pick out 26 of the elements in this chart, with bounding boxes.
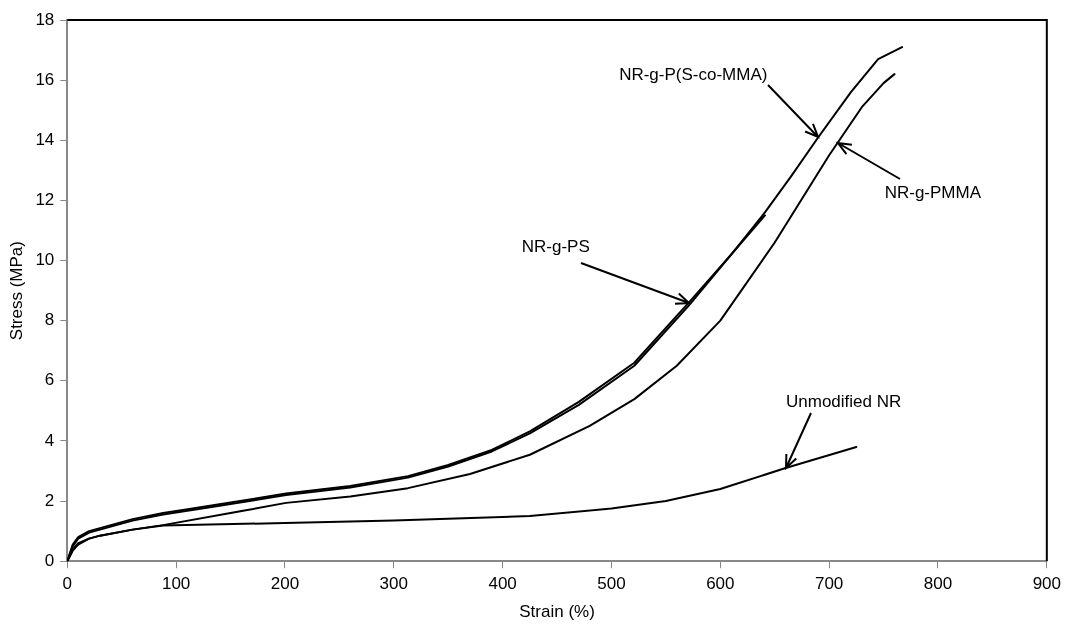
- x-tick-label: 800: [923, 574, 953, 594]
- x-tick-label: 100: [161, 574, 191, 594]
- y-tick-label: 6: [44, 370, 55, 390]
- annotation: Unmodified NR: [785, 391, 902, 411]
- y-tick-label: 8: [44, 310, 55, 330]
- y-tick-label: 14: [35, 129, 55, 149]
- x-tick-label: 200: [270, 574, 300, 594]
- x-tick-label: 600: [706, 574, 735, 594]
- y-tick-label: 18: [35, 9, 55, 29]
- y-tick-label: 10: [35, 250, 55, 270]
- annotation: NR-g-P(S-co-MMA): [619, 64, 768, 84]
- x-tick-label: 0: [62, 574, 73, 594]
- y-axis-title: Stress (MPa): [6, 241, 26, 341]
- y-tick-label: 0: [44, 550, 55, 570]
- y-tick-label: 16: [35, 69, 55, 89]
- x-tick-label: 400: [488, 574, 517, 594]
- y-tick-label: 2: [44, 490, 55, 510]
- x-axis-title: Strain (%): [519, 602, 595, 622]
- annotation: NR-g-PS: [521, 237, 590, 257]
- y-tick-label: 4: [44, 430, 55, 450]
- annotation: NR-g-PMMA: [884, 182, 982, 202]
- x-tick-label: 300: [379, 574, 408, 594]
- y-tick-label: 12: [35, 190, 55, 210]
- x-tick-label: 900: [1032, 574, 1062, 594]
- x-tick-label: 700: [814, 574, 844, 594]
- x-tick-label: 500: [597, 574, 626, 594]
